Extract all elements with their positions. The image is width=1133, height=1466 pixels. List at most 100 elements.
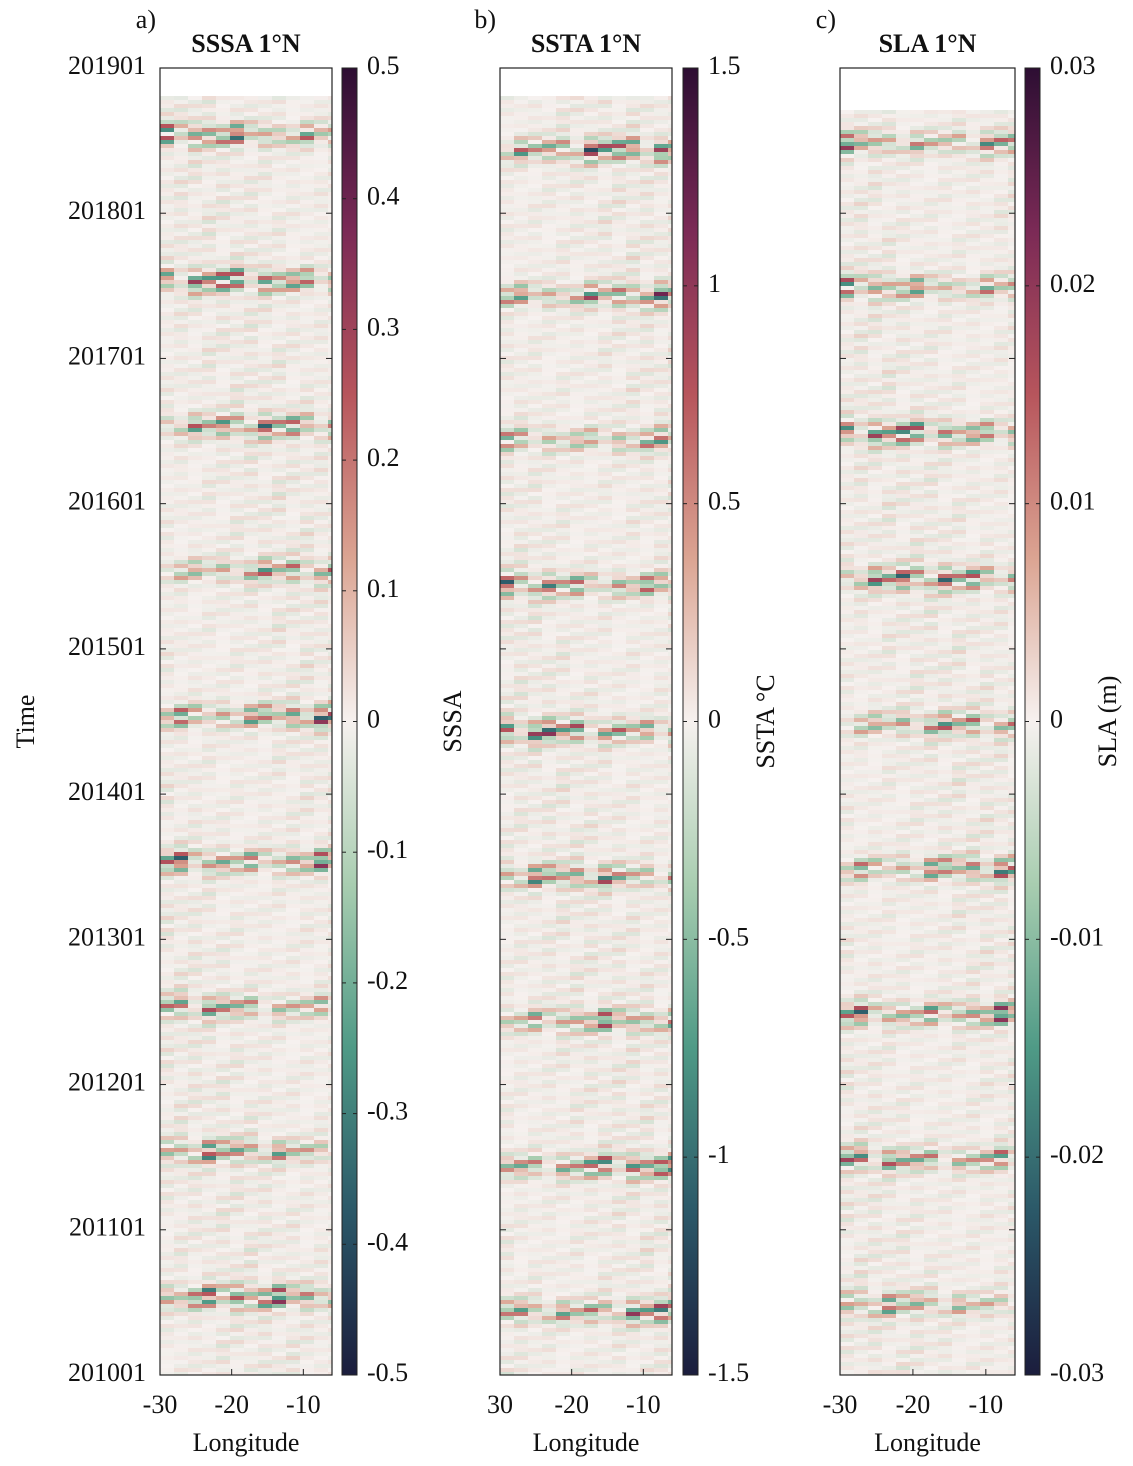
field-cell xyxy=(272,768,287,773)
field-cell xyxy=(230,604,245,609)
field-cell xyxy=(314,1196,329,1201)
field-cell xyxy=(230,1120,245,1125)
field-cell xyxy=(542,220,557,225)
field-cell xyxy=(272,1228,287,1233)
field-cell xyxy=(202,108,217,113)
field-cell xyxy=(244,1028,259,1033)
field-cell xyxy=(216,688,231,693)
field-cell xyxy=(258,972,273,977)
field-cell xyxy=(272,948,287,953)
field-cell xyxy=(314,700,329,705)
field-cell xyxy=(570,120,585,125)
field-cell xyxy=(160,1008,175,1013)
field-cell xyxy=(244,1244,259,1249)
field-cell xyxy=(328,1016,332,1021)
field-cell xyxy=(202,588,217,593)
field-cell xyxy=(300,304,315,309)
field-cell xyxy=(174,888,189,893)
field-cell xyxy=(174,420,189,425)
field-cell xyxy=(258,1100,273,1105)
field-cell xyxy=(286,732,301,737)
field-cell xyxy=(286,228,301,233)
field-cell xyxy=(160,476,175,481)
y-tick-label: 201601 xyxy=(68,487,146,516)
field-cell xyxy=(314,252,329,257)
field-cell xyxy=(216,1356,231,1361)
field-cell xyxy=(160,1140,175,1145)
field-cell xyxy=(188,328,203,333)
field-cell xyxy=(328,836,332,841)
field-cell xyxy=(230,96,245,101)
field-cell xyxy=(216,188,231,193)
field-cell xyxy=(300,288,315,293)
field-cell xyxy=(188,152,203,157)
field-cell xyxy=(188,1124,203,1129)
field-cell xyxy=(202,584,217,589)
field-cell xyxy=(258,620,273,625)
field-cell xyxy=(570,256,585,261)
field-cell xyxy=(272,116,287,121)
field-cell xyxy=(258,716,273,721)
field-cell xyxy=(500,244,515,249)
field-cell xyxy=(272,944,287,949)
field-cell xyxy=(626,236,641,241)
field-cell xyxy=(584,304,599,309)
field-cell xyxy=(244,428,259,433)
field-cell xyxy=(570,264,585,269)
field-cell xyxy=(514,300,529,305)
field-cell xyxy=(272,340,287,345)
field-cell xyxy=(230,424,245,429)
field-cell xyxy=(202,476,217,481)
field-cell xyxy=(626,168,641,173)
field-cell xyxy=(500,108,515,113)
field-cell xyxy=(258,592,273,597)
field-cell xyxy=(272,1120,287,1125)
field-cell xyxy=(244,132,259,137)
field-cell xyxy=(188,996,203,1001)
field-cell xyxy=(244,452,259,457)
field-cell xyxy=(188,1320,203,1325)
field-cell xyxy=(258,408,273,413)
field-cell xyxy=(216,584,231,589)
field-cell xyxy=(272,1240,287,1245)
field-cell xyxy=(160,1012,175,1017)
field-cell xyxy=(500,208,515,213)
field-cell xyxy=(598,228,613,233)
field-cell xyxy=(286,988,301,993)
field-cell xyxy=(272,852,287,857)
field-cell xyxy=(556,168,571,173)
field-cell xyxy=(542,156,557,161)
field-cell xyxy=(258,1156,273,1161)
field-cell xyxy=(160,1176,175,1181)
field-cell xyxy=(244,1072,259,1077)
field-cell xyxy=(188,864,203,869)
field-cell xyxy=(174,348,189,353)
field-cell xyxy=(188,1308,203,1313)
field-cell xyxy=(258,1240,273,1245)
field-cell xyxy=(570,116,585,121)
field-cell xyxy=(626,196,641,201)
field-cell xyxy=(258,232,273,237)
field-cell xyxy=(314,764,329,769)
field-cell xyxy=(584,152,599,157)
field-cell xyxy=(328,684,332,689)
field-cell xyxy=(528,316,543,321)
field-cell xyxy=(174,1048,189,1053)
field-cell xyxy=(174,1200,189,1205)
field-cell xyxy=(286,1244,301,1249)
field-cell xyxy=(174,764,189,769)
field-cell xyxy=(328,1004,332,1009)
field-cell xyxy=(160,892,175,897)
field-cell xyxy=(160,180,175,185)
field-cell xyxy=(202,884,217,889)
field-cell xyxy=(314,1220,329,1225)
field-cell xyxy=(160,596,175,601)
field-cell xyxy=(570,144,585,149)
field-cell xyxy=(216,636,231,641)
field-cell xyxy=(314,900,329,905)
field-cell xyxy=(314,908,329,913)
field-cell xyxy=(500,152,515,157)
field-cell xyxy=(202,528,217,533)
field-cell xyxy=(598,160,613,165)
field-cell xyxy=(174,716,189,721)
